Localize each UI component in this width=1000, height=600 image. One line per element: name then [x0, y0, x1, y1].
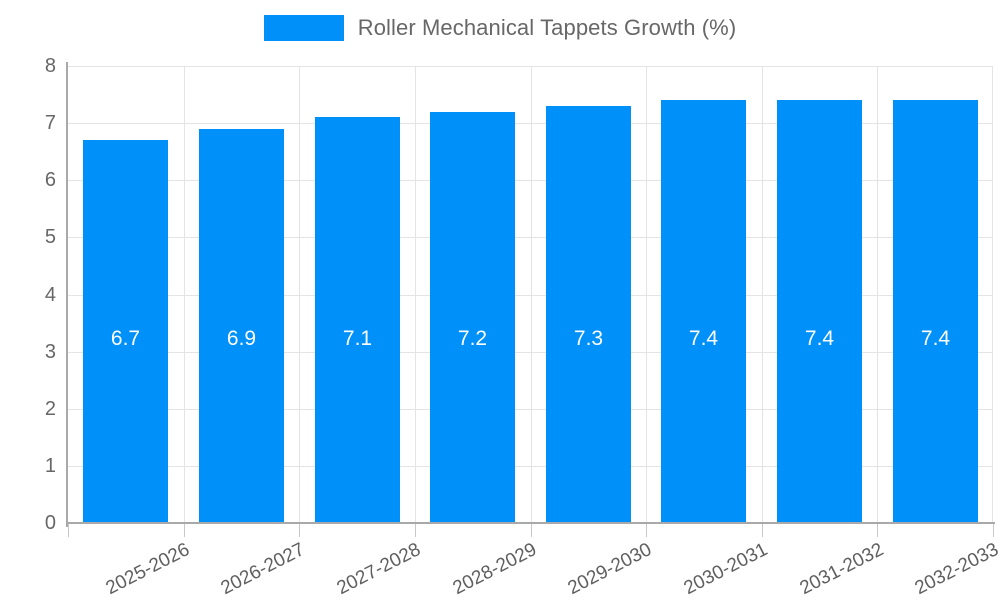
y-axis-tick-label: 2	[44, 397, 56, 420]
y-axis-line	[66, 62, 68, 527]
x-axis-tick-mark	[415, 524, 416, 537]
bar-value-label: 6.9	[226, 327, 257, 350]
y-axis-tick-label: 6	[44, 169, 56, 192]
x-axis-tick-label: 2030-2031	[680, 539, 772, 600]
bar[interactable]: 7.1	[315, 117, 400, 523]
legend-swatch-icon	[263, 15, 344, 41]
x-axis-tick-mark	[646, 524, 647, 537]
x-axis-tick-label: 2025-2026	[102, 539, 193, 600]
gridline-horizontal	[68, 180, 993, 182]
gridline-horizontal	[68, 294, 993, 296]
gridline-vertical	[877, 66, 878, 523]
gridline-vertical	[184, 66, 185, 523]
gridline-vertical	[415, 66, 416, 523]
x-axis-tick-label: 2027-2028	[333, 539, 425, 600]
gridline-vertical	[762, 66, 763, 523]
y-axis-tick-label: 3	[44, 340, 56, 363]
bar-value-label: 7.3	[573, 327, 604, 350]
x-axis-tick-label: 2029-2030	[564, 539, 656, 600]
bar-value-label: 6.7	[110, 327, 141, 350]
x-axis-tick-label: 2026-2027	[218, 539, 309, 600]
plot-area: 6.7 6.9 7.1 7.2 7.3 7.4 7.4 7.4	[68, 66, 993, 524]
bar[interactable]: 6.7	[83, 140, 168, 523]
x-axis-tick-label: 2031-2032	[796, 539, 887, 600]
gridline-horizontal	[68, 351, 993, 353]
y-axis-tick-label: 5	[44, 226, 56, 249]
bar[interactable]: 7.4	[893, 100, 978, 523]
x-axis-line	[66, 522, 995, 524]
gridline-vertical	[299, 66, 300, 523]
legend-label: Roller Mechanical Tappets Growth (%)	[357, 15, 737, 40]
bar-value-label: 7.2	[457, 327, 488, 350]
gridline-horizontal	[68, 237, 993, 239]
y-axis-tick-label: 0	[44, 512, 56, 534]
bar[interactable]: 7.4	[661, 100, 746, 523]
y-axis-tick-label: 7	[44, 112, 56, 135]
bar-value-label: 7.4	[804, 327, 835, 350]
bar[interactable]: 7.4	[777, 100, 862, 523]
gridline-horizontal	[68, 123, 993, 125]
x-axis-tick-mark	[68, 524, 69, 537]
bar-value-label: 7.4	[920, 327, 951, 350]
gridline-horizontal	[68, 66, 993, 67]
bar[interactable]: 7.2	[430, 112, 515, 523]
bar[interactable]: 6.9	[199, 129, 284, 523]
gridline-horizontal	[68, 408, 993, 410]
x-axis-tick-mark	[184, 524, 185, 537]
x-axis-tick-mark	[877, 524, 878, 537]
x-axis-tick-mark	[531, 524, 532, 537]
y-axis-ticks: 0 1 2 3 4 5 6 7 8	[0, 56, 56, 533]
bar-value-label: 7.1	[342, 327, 373, 350]
gridline-horizontal	[68, 465, 993, 467]
x-axis-tick-label: 2028-2029	[449, 539, 540, 600]
gridline-vertical	[646, 66, 647, 523]
gridline-vertical	[531, 66, 532, 523]
y-axis-tick-label: 1	[44, 454, 56, 477]
y-axis-tick-label: 8	[44, 55, 56, 77]
x-axis-tick-mark	[299, 524, 300, 537]
bar-value-label: 7.4	[688, 327, 719, 350]
x-axis-tick-mark	[762, 524, 763, 537]
x-axis-tick-label: 2032-2033	[911, 539, 1000, 600]
chart-legend: Roller Mechanical Tappets Growth (%)	[0, 0, 1000, 56]
x-axis-tick-mark	[993, 524, 994, 537]
bar[interactable]: 7.3	[546, 106, 631, 523]
y-axis-tick-label: 4	[44, 283, 56, 306]
